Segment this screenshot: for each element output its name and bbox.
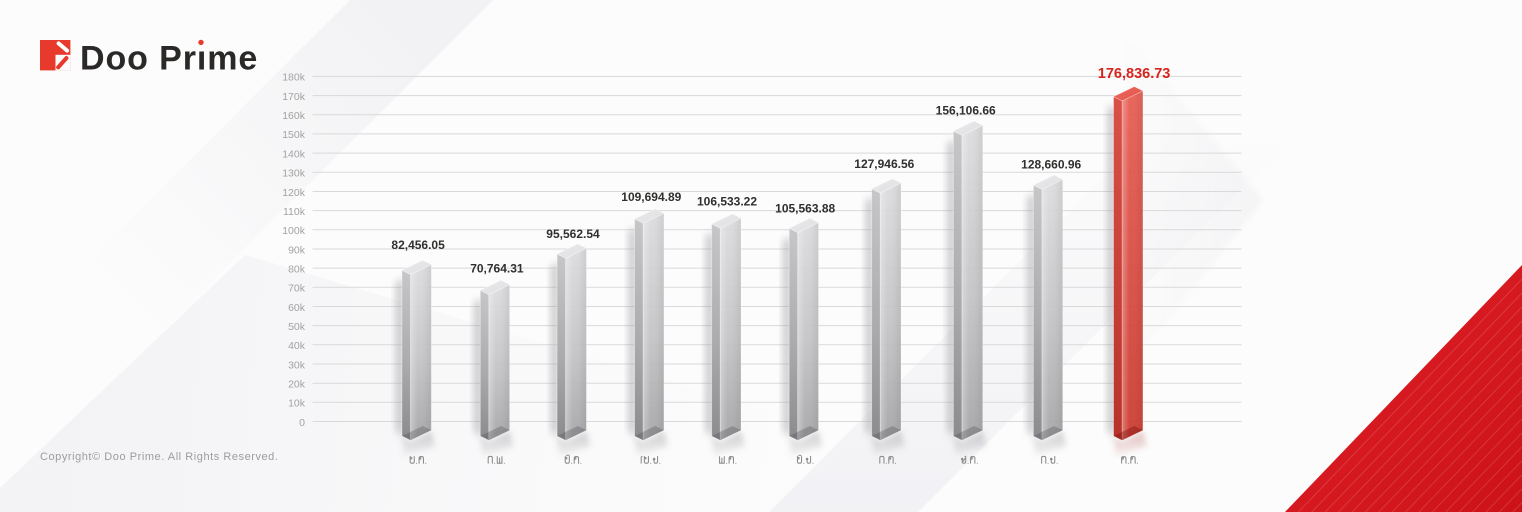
svg-text:80k: 80k	[288, 263, 306, 275]
svg-text:70k: 70k	[288, 283, 306, 295]
svg-text:110k: 110k	[283, 206, 306, 218]
svg-text:127,946.56: 127,946.56	[854, 157, 914, 171]
svg-text:105,563.88: 105,563.88	[775, 202, 835, 216]
svg-text:120k: 120k	[282, 187, 306, 199]
svg-text:Copyright© Doo Prime. All Righ: Copyright© Doo Prime. All Rights Reserve…	[40, 451, 278, 463]
svg-text:130k: 130k	[282, 168, 306, 180]
svg-text:82,456.05: 82,456.05	[391, 238, 445, 252]
svg-text:90k: 90k	[288, 244, 306, 256]
svg-text:170k: 170k	[282, 91, 306, 103]
svg-text:60k: 60k	[288, 302, 306, 314]
svg-text:30k: 30k	[288, 359, 306, 371]
svg-text:40k: 40k	[288, 340, 306, 352]
svg-text:95,562.54: 95,562.54	[546, 227, 600, 241]
svg-text:Doo Prıme: Doo Prıme	[80, 40, 258, 78]
svg-text:150k: 150k	[282, 129, 306, 141]
svg-text:176,836.73: 176,836.73	[1098, 66, 1171, 82]
svg-text:160k: 160k	[282, 110, 306, 122]
svg-text:109,694.89: 109,694.89	[621, 190, 681, 204]
svg-text:180k: 180k	[282, 72, 306, 84]
svg-text:106,533.22: 106,533.22	[697, 195, 757, 209]
svg-text:156,106.66: 156,106.66	[936, 104, 996, 118]
svg-text:50k: 50k	[288, 321, 306, 333]
svg-text:128,660.96: 128,660.96	[1021, 157, 1081, 171]
svg-text:20k: 20k	[288, 379, 306, 391]
svg-text:140k: 140k	[282, 148, 306, 160]
svg-text:70,764.31: 70,764.31	[470, 262, 524, 276]
svg-text:10k: 10k	[288, 398, 306, 410]
svg-text:0: 0	[299, 417, 305, 429]
svg-text:100k: 100k	[282, 225, 306, 237]
